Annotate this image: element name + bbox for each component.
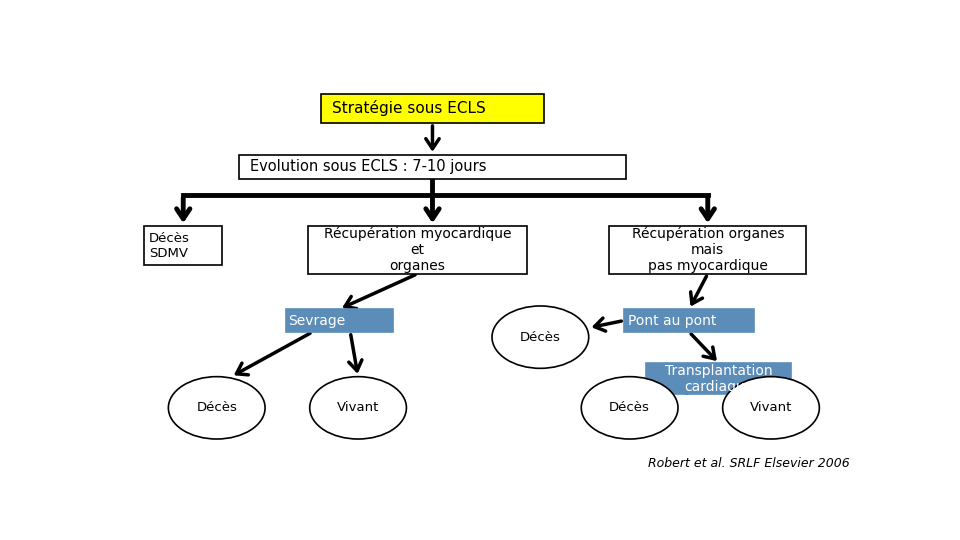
- Ellipse shape: [492, 306, 588, 368]
- Text: Vivant: Vivant: [750, 401, 792, 414]
- Ellipse shape: [582, 377, 678, 439]
- Text: Pont au pont: Pont au pont: [628, 314, 716, 328]
- FancyBboxPatch shape: [308, 226, 527, 274]
- Ellipse shape: [168, 377, 265, 439]
- Text: Stratégie sous ECLS: Stratégie sous ECLS: [332, 100, 486, 117]
- FancyBboxPatch shape: [610, 226, 806, 274]
- Text: Décès: Décès: [520, 330, 561, 343]
- Text: Décès
SDMV: Décès SDMV: [148, 232, 189, 260]
- FancyBboxPatch shape: [239, 154, 626, 179]
- Text: Décès: Décès: [196, 401, 237, 414]
- Ellipse shape: [723, 377, 820, 439]
- FancyBboxPatch shape: [144, 226, 223, 266]
- Text: Récupération myocardique
et
organes: Récupération myocardique et organes: [324, 226, 512, 273]
- Text: Récupération organes
mais
pas myocardique: Récupération organes mais pas myocardiqu…: [632, 226, 784, 273]
- Text: Décès: Décès: [610, 401, 650, 414]
- Text: Robert et al. SRLF Elsevier 2006: Robert et al. SRLF Elsevier 2006: [648, 457, 850, 470]
- Text: Transplantation
cardiaque: Transplantation cardiaque: [665, 363, 773, 394]
- Text: Evolution sous ECLS : 7-10 jours: Evolution sous ECLS : 7-10 jours: [251, 159, 487, 174]
- FancyBboxPatch shape: [285, 309, 394, 332]
- FancyBboxPatch shape: [321, 94, 544, 123]
- Text: Vivant: Vivant: [337, 401, 379, 414]
- Text: Sevrage: Sevrage: [288, 314, 346, 328]
- FancyBboxPatch shape: [624, 309, 755, 332]
- Ellipse shape: [310, 377, 406, 439]
- FancyBboxPatch shape: [646, 363, 791, 394]
